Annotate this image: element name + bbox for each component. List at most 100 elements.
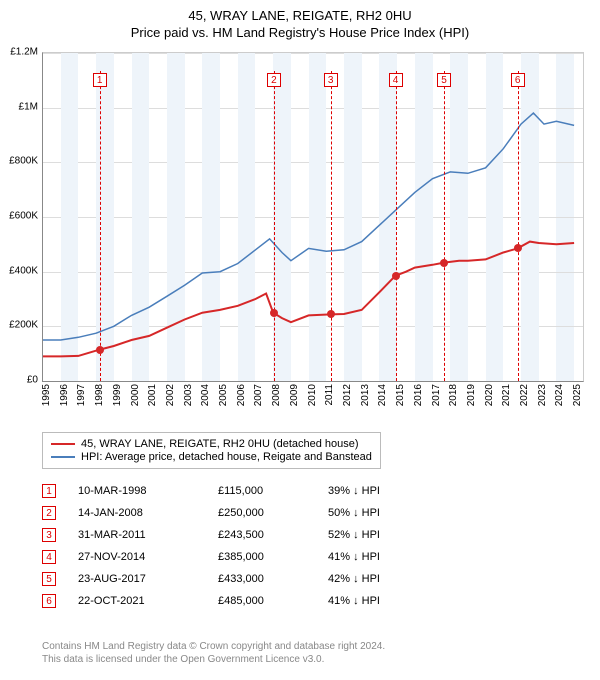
event-row-num: 5: [42, 572, 56, 586]
event-row-hpi: 41% ↓ HPI: [328, 595, 438, 607]
event-row: 5 23-AUG-2017£433,00042% ↓ HPI: [42, 568, 438, 590]
event-point: [514, 244, 522, 252]
event-row-date: 14-JAN-2008: [78, 507, 218, 519]
event-row-price: £115,000: [218, 485, 328, 497]
legend-label-price: 45, WRAY LANE, REIGATE, RH2 0HU (detache…: [81, 438, 359, 450]
event-row-num: 3: [42, 528, 56, 542]
x-axis-label: 2005: [218, 384, 229, 406]
x-axis-label: 2014: [377, 384, 388, 406]
event-point: [96, 346, 104, 354]
event-row-date: 27-NOV-2014: [78, 551, 218, 563]
event-row-date: 22-OCT-2021: [78, 595, 218, 607]
event-point: [392, 272, 400, 280]
x-axis-label: 2024: [554, 384, 565, 406]
event-marker: 4: [389, 73, 403, 87]
x-axis-label: 2008: [271, 384, 282, 406]
x-axis-label: 2011: [324, 384, 335, 406]
attribution-line1: Contains HM Land Registry data © Crown c…: [42, 640, 385, 653]
x-axis-label: 1998: [94, 384, 105, 406]
attribution-line2: This data is licensed under the Open Gov…: [42, 653, 385, 666]
x-axis-label: 2003: [183, 384, 194, 406]
event-row-price: £385,000: [218, 551, 328, 563]
series-line-hpi: [43, 113, 574, 340]
x-axis-label: 2017: [431, 384, 442, 406]
title-main: 45, WRAY LANE, REIGATE, RH2 0HU: [0, 8, 600, 23]
event-line: [331, 71, 332, 381]
y-axis-label: £1M: [0, 101, 38, 112]
x-axis-label: 2004: [200, 384, 211, 406]
x-axis-label: 1997: [76, 384, 87, 406]
x-axis-label: 1999: [112, 384, 123, 406]
x-axis-label: 2002: [165, 384, 176, 406]
x-axis-label: 2001: [147, 384, 158, 406]
event-point: [440, 259, 448, 267]
title-sub: Price paid vs. HM Land Registry's House …: [0, 25, 600, 40]
x-axis-label: 2013: [360, 384, 371, 406]
event-row: 4 27-NOV-2014£385,00041% ↓ HPI: [42, 546, 438, 568]
event-row-price: £243,500: [218, 529, 328, 541]
event-marker: 3: [324, 73, 338, 87]
event-row-num: 1: [42, 484, 56, 498]
x-axis-label: 2025: [572, 384, 583, 406]
event-row-date: 10-MAR-1998: [78, 485, 218, 497]
x-axis-label: 2022: [519, 384, 530, 406]
event-line: [444, 71, 445, 381]
x-axis-label: 1995: [41, 384, 52, 406]
event-row-price: £485,000: [218, 595, 328, 607]
x-axis-label: 2015: [395, 384, 406, 406]
y-axis-label: £200K: [0, 320, 38, 331]
event-row-num: 2: [42, 506, 56, 520]
x-axis-label: 2021: [501, 384, 512, 406]
x-axis-label: 2020: [484, 384, 495, 406]
x-axis-label: 2010: [307, 384, 318, 406]
event-point: [327, 310, 335, 318]
event-marker: 2: [267, 73, 281, 87]
event-row-hpi: 39% ↓ HPI: [328, 485, 438, 497]
x-axis-label: 2023: [537, 384, 548, 406]
event-row: 2 14-JAN-2008£250,00050% ↓ HPI: [42, 502, 438, 524]
event-marker: 6: [511, 73, 525, 87]
y-axis-label: £800K: [0, 156, 38, 167]
event-line: [396, 71, 397, 381]
event-point: [270, 309, 278, 317]
event-row-hpi: 52% ↓ HPI: [328, 529, 438, 541]
x-axis-label: 2000: [130, 384, 141, 406]
x-axis-label: 2006: [236, 384, 247, 406]
event-row-hpi: 50% ↓ HPI: [328, 507, 438, 519]
x-axis-label: 2018: [448, 384, 459, 406]
event-row-price: £250,000: [218, 507, 328, 519]
legend-label-hpi: HPI: Average price, detached house, Reig…: [81, 451, 372, 463]
legend: 45, WRAY LANE, REIGATE, RH2 0HU (detache…: [42, 432, 381, 469]
event-row-hpi: 42% ↓ HPI: [328, 573, 438, 585]
x-axis-label: 1996: [59, 384, 70, 406]
chart-area: 1 2 3 4 5 6: [42, 52, 584, 382]
event-row-num: 6: [42, 594, 56, 608]
event-row: 3 31-MAR-2011£243,50052% ↓ HPI: [42, 524, 438, 546]
x-axis-label: 2007: [253, 384, 264, 406]
event-line: [274, 71, 275, 381]
event-line: [518, 71, 519, 381]
attribution: Contains HM Land Registry data © Crown c…: [42, 640, 385, 666]
event-row-price: £433,000: [218, 573, 328, 585]
legend-swatch-price: [51, 443, 75, 445]
y-axis-label: £600K: [0, 211, 38, 222]
event-row: 1 10-MAR-1998£115,00039% ↓ HPI: [42, 480, 438, 502]
x-axis-label: 2016: [413, 384, 424, 406]
event-row-date: 31-MAR-2011: [78, 529, 218, 541]
y-axis-label: £1.2M: [0, 47, 38, 58]
events-table: 1 10-MAR-1998£115,00039% ↓ HPI 2 14-JAN-200…: [42, 480, 438, 612]
event-marker: 5: [437, 73, 451, 87]
event-line: [100, 71, 101, 381]
y-axis-label: £400K: [0, 265, 38, 276]
event-row-num: 4: [42, 550, 56, 564]
event-row-hpi: 41% ↓ HPI: [328, 551, 438, 563]
x-axis-label: 2019: [466, 384, 477, 406]
event-row: 6 22-OCT-2021£485,00041% ↓ HPI: [42, 590, 438, 612]
y-axis-label: £0: [0, 375, 38, 386]
x-axis-label: 2012: [342, 384, 353, 406]
series-line-price_paid: [43, 242, 574, 357]
legend-swatch-hpi: [51, 456, 75, 458]
event-marker: 1: [93, 73, 107, 87]
x-axis-label: 2009: [289, 384, 300, 406]
event-row-date: 23-AUG-2017: [78, 573, 218, 585]
